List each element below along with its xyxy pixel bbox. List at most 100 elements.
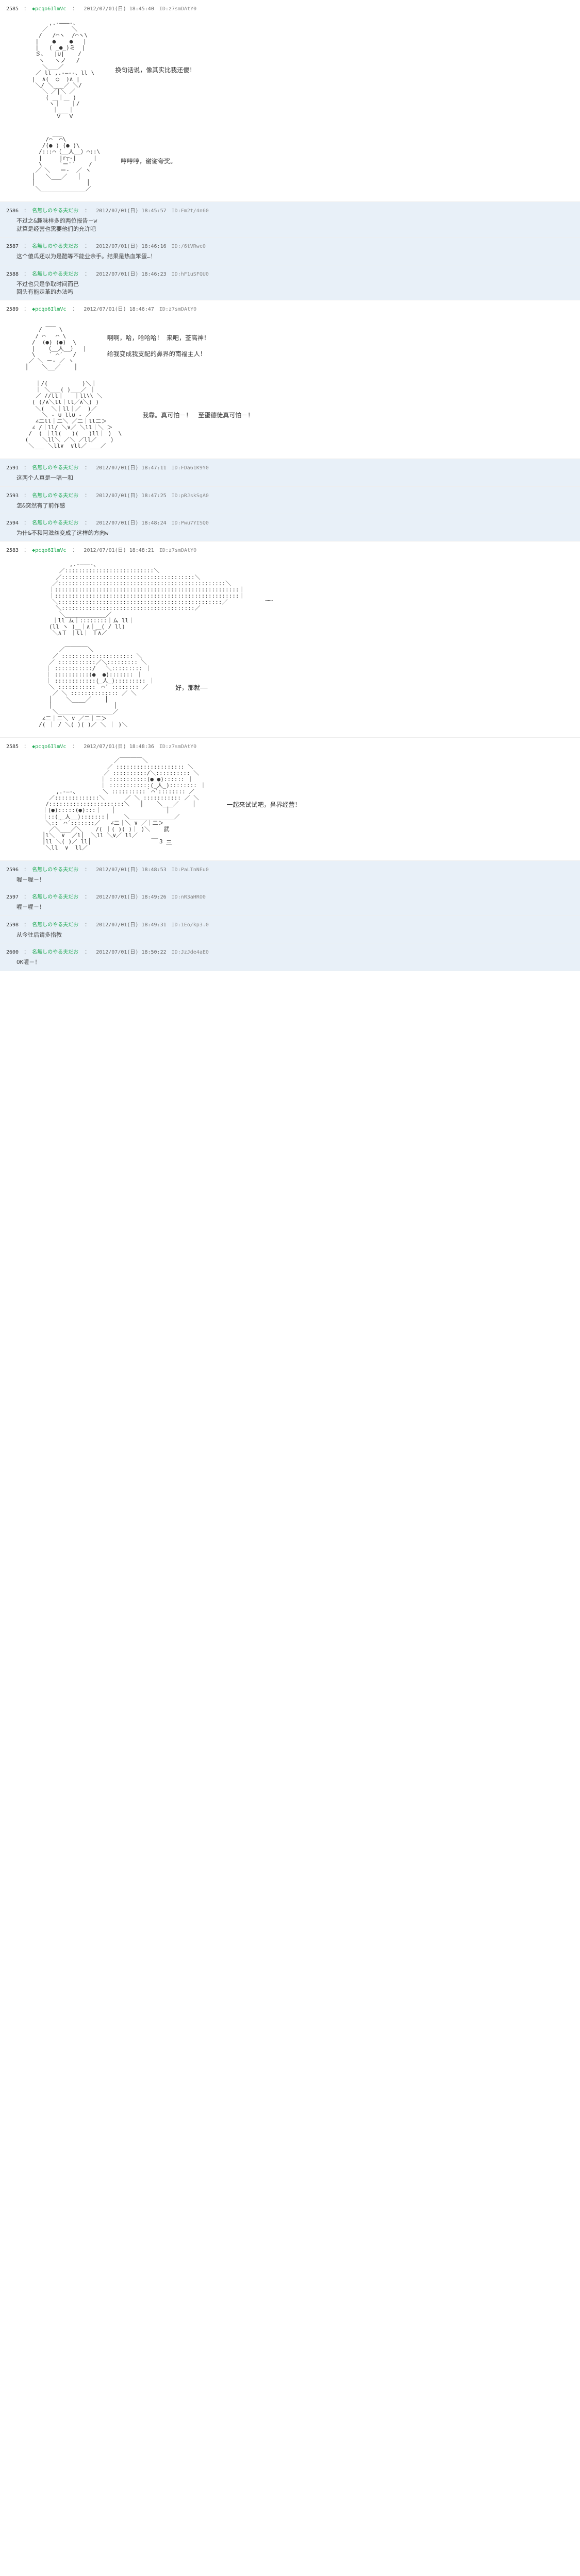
post-number: 2589 bbox=[6, 307, 19, 312]
ascii-art: ,.-―――-、 ／::::::::::::::::::::::::::＼ ／:… bbox=[22, 562, 245, 636]
post-header: 2583 ： ◆pcqo6IlmVc ： 2012/07/01(日) 18:48… bbox=[6, 546, 574, 553]
forum-post: 2598 ： 名無しのやる夫だお ： 2012/07/01(日) 18:49:3… bbox=[0, 916, 580, 943]
dialogue-text: 换句话说，像其实比我还傻！ bbox=[115, 65, 195, 74]
post-body: 喔－喔－！ bbox=[16, 903, 574, 911]
post-number: 2593 bbox=[6, 493, 19, 499]
post-number: 2588 bbox=[6, 272, 19, 277]
post-date: 2012/07/01(日) 18:49:26 bbox=[96, 894, 166, 900]
post-number: 2597 bbox=[6, 894, 19, 900]
post-header: 2600 ： 名無しのやる夫だお ： 2012/07/01(日) 18:50:2… bbox=[6, 947, 574, 955]
post-header: 2585 ： ◆pcqo6IlmVc ： 2012/07/01(日) 18:45… bbox=[6, 4, 574, 12]
post-date: 2012/07/01(日) 18:48:53 bbox=[96, 867, 166, 873]
post-number: 2585 bbox=[6, 744, 19, 750]
post-header: 2586 ： 名無しのやる夫だお ： 2012/07/01(日) 18:45:5… bbox=[6, 206, 574, 214]
post-body: 不过之&趣味样多的两位报告－w就算是经营也需要他们的允许吧 bbox=[16, 217, 574, 233]
ascii-art: ／￣￣￣￣＼ ／ :::::::::::::::::::: ＼ ／ ::::::… bbox=[22, 758, 206, 851]
post-header: 2588 ： 名無しのやる夫だお ： 2012/07/01(日) 18:46:2… bbox=[6, 269, 574, 277]
ascii-art-row: ／￣￣￣￣＼ ／ ::::::::::::::::::::: ＼ ／ :::::… bbox=[6, 641, 574, 733]
forum-post: 2587 ： 名無しのやる夫だお ： 2012/07/01(日) 18:46:1… bbox=[0, 238, 580, 265]
post-number: 2587 bbox=[6, 244, 19, 249]
post-body: 不过也只是争取时间而已回头有能走革的办法吗 bbox=[16, 280, 574, 296]
forum-post: 2585 ： ◆pcqo6IlmVc ： 2012/07/01(日) 18:48… bbox=[0, 738, 580, 861]
post-author: 名無しのやる夫だお bbox=[32, 922, 78, 928]
post-author: ◆pcqo6IlmVc bbox=[32, 307, 66, 312]
post-number: 2596 bbox=[6, 867, 19, 873]
post-author: ◆pcqo6IlmVc bbox=[32, 548, 66, 553]
post-header: 2593 ： 名無しのやる夫だお ： 2012/07/01(日) 18:47:2… bbox=[6, 491, 574, 499]
ascii-art: ／￣￣￣￣＼ ／ ::::::::::::::::::::: ＼ ／ :::::… bbox=[22, 647, 155, 727]
forum-post: 2596 ： 名無しのやる夫だお ： 2012/07/01(日) 18:48:5… bbox=[0, 861, 580, 888]
post-author: 名無しのやる夫だお bbox=[32, 272, 78, 277]
post-number: 2591 bbox=[6, 465, 19, 471]
post-header: 2585 ： ◆pcqo6IlmVc ： 2012/07/01(日) 18:48… bbox=[6, 742, 574, 750]
post-date: 2012/07/01(日) 18:48:36 bbox=[84, 744, 154, 750]
ascii-art: ___ /⌒ ⌒\ /(● ) (● )\ /:::⌒（__人__）⌒::\ |… bbox=[22, 130, 100, 193]
post-uid: ID:/6tVRwc0 bbox=[169, 244, 206, 249]
post-date: 2012/07/01(日) 18:50:22 bbox=[96, 950, 166, 955]
post-date: 2012/07/01(日) 18:45:57 bbox=[96, 208, 166, 214]
forum-post: 2591 ： 名無しのやる夫だお ： 2012/07/01(日) 18:47:1… bbox=[0, 459, 580, 486]
post-uid: ID:z7smDAtY0 bbox=[156, 548, 196, 553]
post-uid: ID:nR3aHRO0 bbox=[169, 894, 206, 900]
forum-post: 2583 ： ◆pcqo6IlmVc ： 2012/07/01(日) 18:48… bbox=[0, 541, 580, 737]
ascii-art-row: ,.-―――-、 ／ ＼ / /⌒ヽ /⌒ヽ\ | ● ● | | ( _●_)… bbox=[6, 15, 574, 125]
ascii-art-row: ___ /⌒ ⌒\ /(● ) (● )\ /:::⌒（__人__）⌒::\ |… bbox=[6, 125, 574, 198]
post-header: 2598 ： 名無しのやる夫だお ： 2012/07/01(日) 18:49:3… bbox=[6, 920, 574, 928]
post-date: 2012/07/01(日) 18:45:40 bbox=[84, 6, 154, 12]
post-uid: ID:Pwu7YISQ0 bbox=[169, 520, 209, 526]
forum-post: 2585 ： ◆pcqo6IlmVc ： 2012/07/01(日) 18:45… bbox=[0, 0, 580, 202]
post-header: 2589 ： ◆pcqo6IlmVc ： 2012/07/01(日) 18:46… bbox=[6, 304, 574, 312]
post-uid: ID:1Eo/kp3.0 bbox=[169, 922, 209, 928]
post-uid: ID:z7smDAtY0 bbox=[156, 744, 196, 750]
post-author: 名無しのやる夫だお bbox=[32, 867, 78, 873]
dialogue-text: 一起来试试吧，鼻界经营！ bbox=[227, 800, 301, 809]
post-date: 2012/07/01(日) 18:49:31 bbox=[96, 922, 166, 928]
post-header: 2587 ： 名無しのやる夫だお ： 2012/07/01(日) 18:46:1… bbox=[6, 242, 574, 249]
forum-post: 2597 ： 名無しのやる夫だお ： 2012/07/01(日) 18:49:2… bbox=[0, 888, 580, 916]
post-header: 2596 ： 名無しのやる夫だお ： 2012/07/01(日) 18:48:5… bbox=[6, 865, 574, 873]
post-uid: ID:z7smDAtY0 bbox=[156, 6, 196, 12]
post-number: 2583 bbox=[6, 548, 19, 553]
post-body: 怎&突然有了前作感 bbox=[16, 502, 574, 510]
post-body: 从今往后请多指教 bbox=[16, 931, 574, 939]
post-date: 2012/07/01(日) 18:47:25 bbox=[96, 493, 166, 499]
dialogue-text: 啊啊，哈，哈哈哈！ 来吧，荃高神！给我变成我支配的鼻界的南福主人！ bbox=[107, 333, 210, 358]
post-author: 名無しのやる夫だお bbox=[32, 493, 78, 499]
dialogue-text: 我靠。真可怕－！ 至蛋德徒真可怕－！ bbox=[142, 411, 254, 419]
post-uid: ID:JzJde4aE0 bbox=[169, 950, 209, 955]
ascii-art-row: ,.-―――-、 ／::::::::::::::::::::::::::＼ ／:… bbox=[6, 556, 574, 641]
post-date: 2012/07/01(日) 18:47:11 bbox=[96, 465, 166, 471]
post-date: 2012/07/01(日) 18:46:47 bbox=[84, 307, 154, 312]
post-number: 2585 bbox=[6, 6, 19, 12]
post-header: 2597 ： 名無しのやる夫だお ： 2012/07/01(日) 18:49:2… bbox=[6, 892, 574, 900]
post-author: 名無しのやる夫だお bbox=[32, 244, 78, 249]
forum-post: 2588 ： 名無しのやる夫だお ： 2012/07/01(日) 18:46:2… bbox=[0, 265, 580, 301]
post-header: 2591 ： 名無しのやる夫だお ： 2012/07/01(日) 18:47:1… bbox=[6, 463, 574, 471]
dialogue-text: 好，那就—— bbox=[175, 683, 207, 692]
forum-post: 2589 ： ◆pcqo6IlmVc ： 2012/07/01(日) 18:46… bbox=[0, 300, 580, 459]
post-author: 名無しのやる夫だお bbox=[32, 894, 78, 900]
ascii-art-row: ｜/( )＼｜ ｜ ＼___( )___／ ｜ ／ //ll｜ ｜ll\\ ＼ … bbox=[6, 376, 574, 454]
post-uid: ID:FDa61K9Y0 bbox=[169, 465, 209, 471]
post-author: 名無しのやる夫だお bbox=[32, 465, 78, 471]
forum-post: 2593 ： 名無しのやる夫だお ： 2012/07/01(日) 18:47:2… bbox=[0, 487, 580, 514]
post-author: ◆pcqo6IlmVc bbox=[32, 744, 66, 750]
ascii-art: ___ / \ / ⌒ ⌒ \ / (●) (●) \ | （__人__） | … bbox=[22, 320, 87, 370]
forum-post: 2600 ： 名無しのやる夫だお ： 2012/07/01(日) 18:50:2… bbox=[0, 943, 580, 971]
post-uid: ID:PaLTnNEu0 bbox=[169, 867, 209, 873]
post-body: OK喔－！ bbox=[16, 958, 574, 966]
post-uid: ID:pRJskSgA0 bbox=[169, 493, 209, 499]
forum-post: 2594 ： 名無しのやる夫だお ： 2012/07/01(日) 18:48:2… bbox=[0, 514, 580, 541]
post-date: 2012/07/01(日) 18:46:16 bbox=[96, 244, 166, 249]
post-author: 名無しのやる夫だお bbox=[32, 950, 78, 955]
post-uid: ID:hF1uSFQU0 bbox=[169, 272, 209, 277]
post-author: 名無しのやる夫だお bbox=[32, 520, 78, 526]
post-body: 这两个人真是一唱一和 bbox=[16, 474, 574, 482]
post-number: 2594 bbox=[6, 520, 19, 526]
post-header: 2594 ： 名無しのやる夫だお ： 2012/07/01(日) 18:48:2… bbox=[6, 518, 574, 526]
post-number: 2598 bbox=[6, 922, 19, 928]
ascii-art-row: ___ / \ / ⌒ ⌒ \ / (●) (●) \ | （__人__） | … bbox=[6, 315, 574, 376]
post-date: 2012/07/01(日) 18:48:24 bbox=[96, 520, 166, 526]
post-body: 这个傻瓜还以为是酷等不能业余手。结果是热血笨蛋…！ bbox=[16, 252, 574, 260]
post-author: ◆pcqo6IlmVc bbox=[32, 6, 66, 12]
